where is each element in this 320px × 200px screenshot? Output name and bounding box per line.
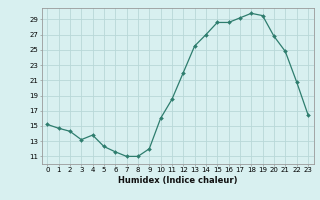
X-axis label: Humidex (Indice chaleur): Humidex (Indice chaleur) — [118, 176, 237, 185]
